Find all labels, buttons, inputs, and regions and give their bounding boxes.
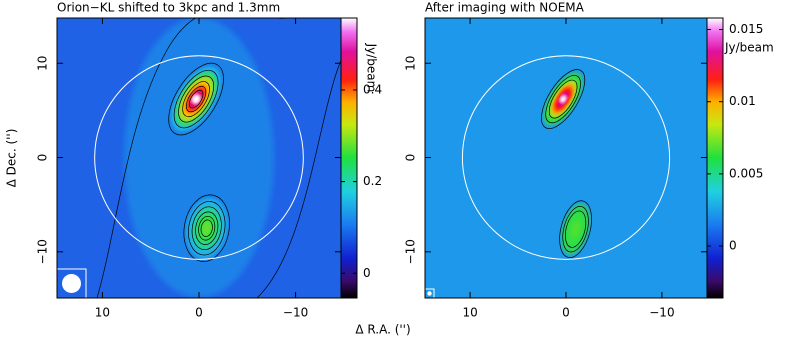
contour <box>256 59 341 298</box>
emission-level <box>191 94 201 105</box>
emission <box>541 69 586 129</box>
y-tick-label: 0 <box>404 154 418 162</box>
primary-beam <box>461 55 671 260</box>
contour <box>188 89 204 109</box>
colorbar-tick-label: 0.005 <box>729 166 763 180</box>
contour <box>562 206 589 253</box>
emission-level <box>570 220 581 238</box>
contour <box>183 194 230 262</box>
contour <box>545 75 581 124</box>
colorbar-tick-label: 0.2 <box>363 174 382 188</box>
colorbar-tick-label: 0.4 <box>363 82 382 96</box>
panel-title: Orion−KL shifted to 3kpc and 1.3mm <box>57 1 280 15</box>
emission-level <box>559 95 567 104</box>
primary-beam <box>94 55 304 260</box>
colorbar-tick-label: 0.015 <box>729 22 763 36</box>
x-tick-label: 0 <box>195 306 203 320</box>
colorbar-tick-label: 0 <box>363 266 371 280</box>
emission <box>168 62 224 136</box>
x-tick-label: −10 <box>283 306 308 320</box>
emission <box>183 194 230 262</box>
contour <box>173 69 219 129</box>
y-tick-label: −10 <box>404 239 418 264</box>
y-tick-label: 10 <box>404 56 418 71</box>
beam-box <box>57 268 87 298</box>
x-tick-label: −10 <box>649 306 674 320</box>
colorbar-tick-label: 0 <box>729 239 737 253</box>
map-image <box>57 18 341 298</box>
contour <box>178 75 215 123</box>
contour <box>191 206 222 251</box>
contour <box>198 215 216 241</box>
colorbar <box>706 17 724 299</box>
beam-box <box>425 288 435 298</box>
y-tick-label: 0 <box>36 154 50 162</box>
panel-title: After imaging with NOEMA <box>425 1 585 15</box>
emission-level <box>201 220 212 236</box>
contour <box>96 18 288 298</box>
map-halo <box>124 18 274 298</box>
y-tick-label: 10 <box>36 56 50 71</box>
map-background <box>425 18 707 298</box>
x-tick-label: 10 <box>95 306 110 320</box>
contour <box>548 79 578 119</box>
colorbar-label: Jy/beam <box>724 41 774 55</box>
contour <box>541 69 586 129</box>
contour <box>559 200 592 258</box>
y-axis-label: Δ Dec. ('') <box>5 129 19 188</box>
colorbar <box>340 17 358 299</box>
contour <box>182 81 210 118</box>
contour <box>195 211 219 245</box>
x-axis-label: Δ R.A. ('') <box>355 323 410 337</box>
colorbar-label: Jy/beam <box>365 43 379 93</box>
y-tick-label: −10 <box>36 239 50 264</box>
emission <box>559 200 592 258</box>
contour <box>168 62 224 136</box>
colorbar-tick-label: 0.01 <box>729 94 756 108</box>
beam <box>427 291 432 296</box>
x-tick-label: 0 <box>562 306 570 320</box>
contour <box>185 85 207 113</box>
map-image <box>425 18 707 298</box>
contour <box>200 219 213 237</box>
contour <box>564 210 587 248</box>
beam <box>62 274 81 293</box>
x-tick-label: 10 <box>462 306 477 320</box>
contour <box>188 201 226 256</box>
